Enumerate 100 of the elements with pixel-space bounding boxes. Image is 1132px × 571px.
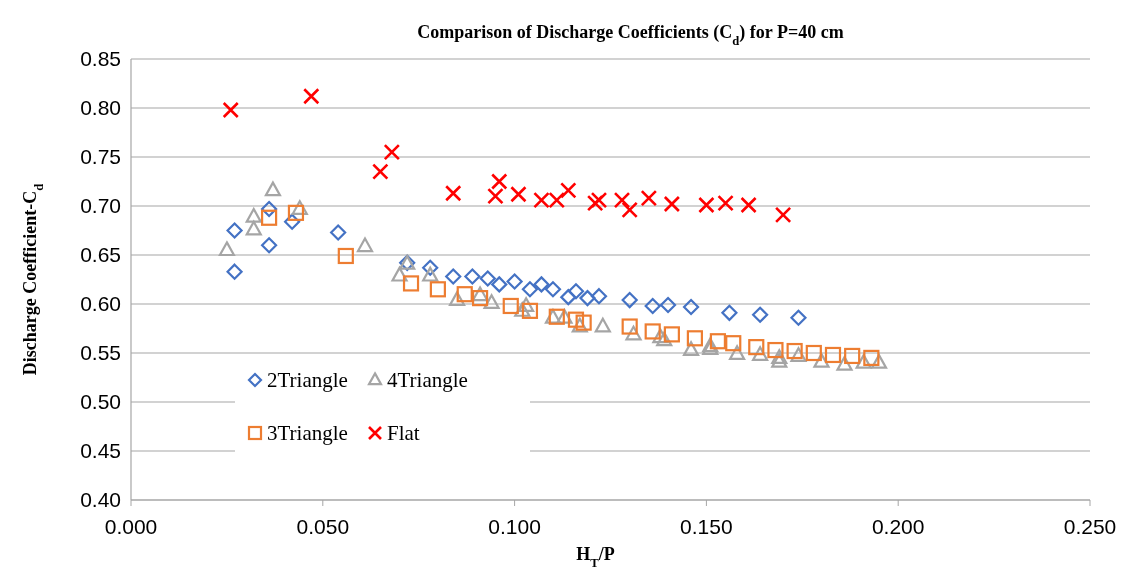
- point: [721, 304, 738, 321]
- point: [510, 185, 527, 203]
- point: [429, 281, 446, 298]
- point: [226, 222, 243, 239]
- x-tick-label: 0.000: [104, 515, 158, 538]
- point: [302, 87, 320, 105]
- y-tick-label: 0.45: [80, 439, 121, 462]
- point: [518, 297, 535, 312]
- y-tick-label: 0.50: [80, 390, 121, 413]
- point: [621, 291, 638, 309]
- point: [391, 266, 408, 282]
- point: [682, 298, 700, 316]
- point: [245, 207, 262, 223]
- point: [640, 189, 658, 207]
- point: [560, 289, 577, 306]
- point: [544, 281, 562, 298]
- point: [625, 325, 642, 341]
- point: [652, 328, 669, 344]
- point: [590, 191, 608, 209]
- point: [844, 347, 861, 365]
- point: [824, 346, 842, 364]
- point: [284, 213, 301, 230]
- point: [855, 354, 872, 369]
- point: [682, 341, 700, 357]
- legend-label: 3Triangle: [267, 421, 348, 445]
- point: [870, 354, 888, 369]
- point: [790, 309, 807, 326]
- chart-title: Comparison of Discharge Coefficients (C$_{d}$) for P=40 cm: [417, 22, 844, 48]
- point: [863, 349, 880, 366]
- point: [548, 308, 565, 325]
- point: [752, 306, 769, 323]
- point: [805, 344, 822, 362]
- point: [261, 237, 278, 254]
- point: [483, 294, 500, 310]
- point: [444, 184, 462, 202]
- point: [372, 163, 389, 180]
- point: [698, 196, 715, 214]
- point: [590, 288, 608, 305]
- point: [261, 200, 278, 218]
- point: [264, 181, 282, 197]
- legend-label: 4Triangle: [387, 368, 468, 392]
- y-tick-label: 0.85: [80, 47, 121, 70]
- point: [790, 347, 807, 362]
- point: [717, 194, 734, 212]
- point: [491, 276, 508, 293]
- point: [490, 173, 508, 190]
- point: [663, 326, 680, 343]
- point: [556, 308, 573, 324]
- x-tick-label: 0.150: [680, 515, 733, 538]
- point: [222, 101, 240, 119]
- point: [774, 206, 792, 224]
- point: [621, 318, 638, 335]
- point: [422, 259, 439, 276]
- point: [245, 220, 262, 236]
- point: [663, 195, 681, 213]
- point: [748, 339, 765, 356]
- point: [402, 275, 420, 292]
- point: [644, 297, 661, 315]
- y-tick-label: 0.55: [80, 341, 121, 364]
- point: [656, 331, 673, 347]
- x-tick-label: 0.050: [296, 515, 350, 538]
- point: [226, 263, 243, 280]
- point: [771, 353, 788, 368]
- point: [613, 191, 631, 209]
- point: [521, 281, 539, 298]
- point: [218, 241, 235, 257]
- y-tick-label: 0.70: [80, 194, 121, 217]
- point: [728, 345, 746, 360]
- point: [544, 308, 562, 324]
- point: [502, 297, 519, 315]
- point: [521, 302, 539, 319]
- point: [586, 194, 604, 212]
- point: [330, 224, 347, 241]
- point: [725, 335, 742, 352]
- x-tick-label: 0.200: [871, 515, 925, 538]
- point: [579, 290, 596, 307]
- point: [356, 237, 374, 253]
- point: [514, 302, 531, 317]
- point: [471, 290, 489, 307]
- point: [767, 341, 784, 359]
- point: [567, 283, 585, 300]
- x-axis-title: H$_{T}$/P: [576, 544, 615, 570]
- point: [487, 187, 504, 205]
- point: [261, 209, 278, 226]
- legend-label: Flat: [387, 421, 420, 445]
- point: [456, 286, 473, 303]
- point: [567, 311, 585, 328]
- point: [448, 291, 466, 307]
- point: [571, 317, 588, 333]
- y-tick-label: 0.80: [80, 96, 121, 119]
- point: [659, 296, 677, 314]
- point: [383, 143, 401, 161]
- point: [575, 314, 592, 331]
- point: [479, 270, 496, 287]
- point: [445, 268, 462, 285]
- point: [740, 196, 757, 214]
- y-tick-label: 0.40: [80, 488, 121, 511]
- point: [464, 268, 481, 285]
- point: [533, 276, 550, 293]
- x-tick-label: 0.250: [1063, 515, 1117, 538]
